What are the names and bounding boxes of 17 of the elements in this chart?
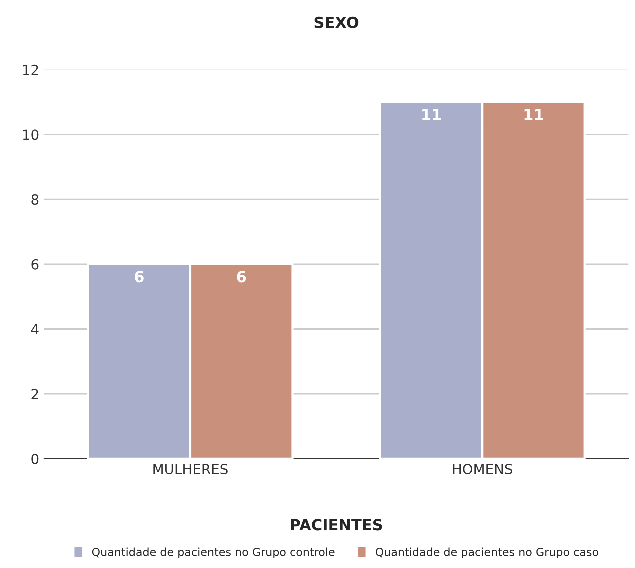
data-label: 6	[237, 271, 246, 283]
chart-title: SEXO	[314, 16, 359, 28]
y-tick-label: 10	[23, 130, 39, 140]
data-label: 11	[422, 109, 442, 120]
y-tick-label: 4	[31, 324, 39, 335]
y-tick-label: 12	[23, 64, 38, 76]
x-tick-label: MULHERES	[154, 464, 228, 475]
y-tick-label: 6	[32, 259, 39, 270]
y-tick-label: 8	[32, 194, 39, 206]
data-label: 6	[135, 271, 144, 283]
legend-label: Quantidade de pacientes no Grupo caso	[376, 548, 598, 559]
x-axis-title: PACIENTES	[291, 519, 382, 531]
x-tick-label: HOMENS	[453, 464, 512, 475]
legend-label: Quantidade de pacientes no Grupo controle	[92, 548, 335, 559]
y-tick-label: 0	[32, 454, 39, 464]
y-tick-label: 2	[32, 389, 38, 400]
data-label: 11	[524, 109, 544, 120]
